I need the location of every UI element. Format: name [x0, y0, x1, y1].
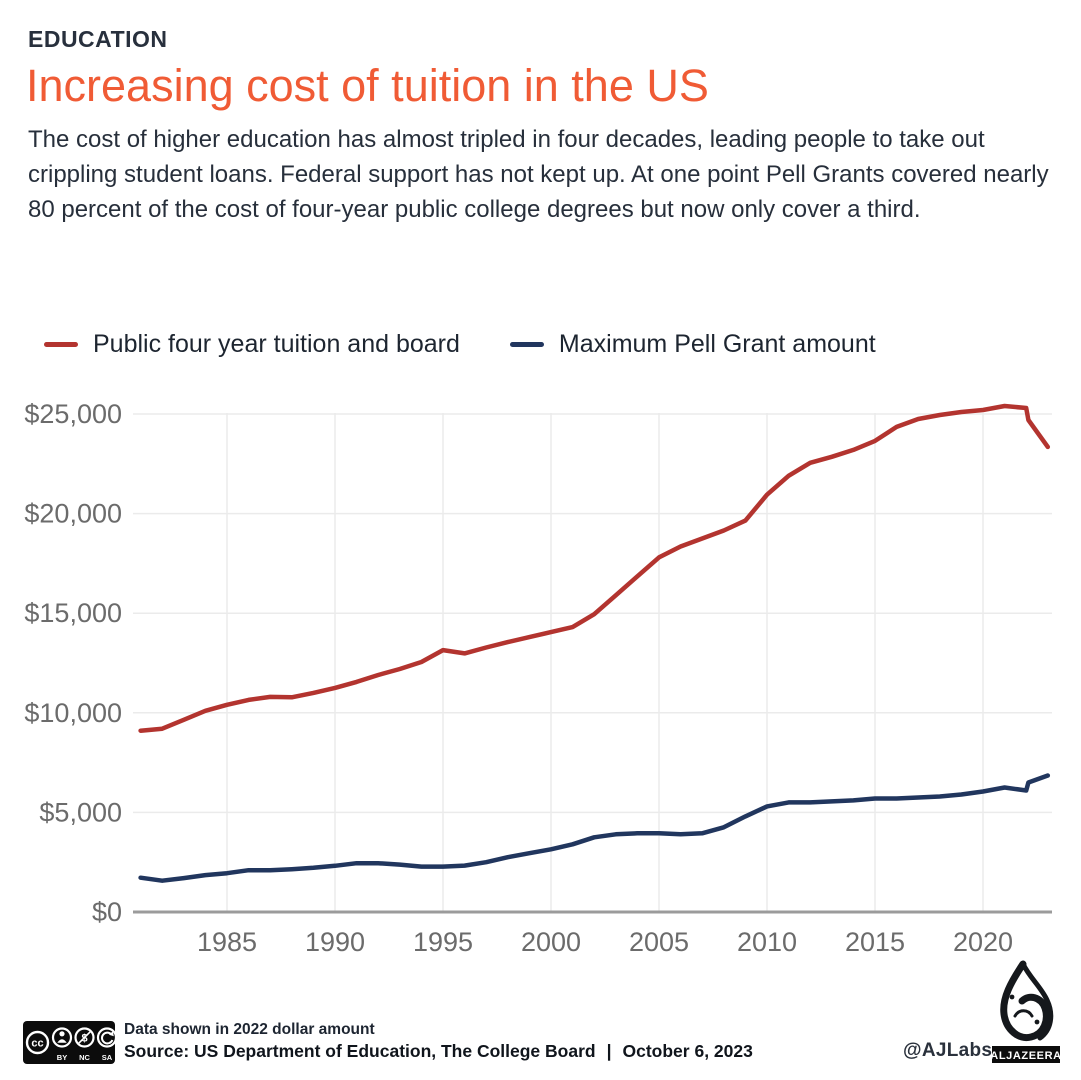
section-kicker: EDUCATION [28, 26, 168, 52]
x-axis-label: 2010 [737, 927, 797, 957]
x-axis-label: 1995 [413, 927, 473, 957]
aljazeera-wordmark-box [992, 1046, 1060, 1063]
y-axis-label: $15,000 [24, 598, 122, 628]
tuition-line-swatch [44, 342, 78, 347]
y-axis-label: $20,000 [24, 499, 122, 529]
publish-date: October 6, 2023 [622, 1041, 753, 1061]
svg-text:SA: SA [102, 1053, 113, 1062]
page-title: Increasing cost of tuition in the US [26, 60, 709, 111]
y-axis-label: $25,000 [24, 399, 122, 429]
pell-legend-label: Maximum Pell Grant amount [558, 330, 876, 358]
aljazeera-logo: ALJAZEERA [990, 960, 1061, 1063]
svg-text:NC: NC [79, 1053, 90, 1062]
x-axis-label: 2020 [953, 927, 1013, 957]
nc-icon [74, 1027, 95, 1048]
x-axis-label: 2000 [521, 927, 581, 957]
x-axis-label: 1985 [197, 927, 257, 957]
tuition-series-line [138, 403, 1051, 733]
pell-grant-series-line [138, 773, 1051, 883]
by-icon [51, 1027, 73, 1048]
chart-legend: Public four year tuition and board Maxim… [44, 330, 1044, 359]
cc-icon [25, 1030, 50, 1055]
aljazeera-flame-icon [1000, 960, 1054, 1042]
y-axis-label: $10,000 [24, 698, 122, 728]
source-line: Source: US Department of Education, The … [124, 1041, 753, 1062]
x-axis-label: 1990 [305, 927, 365, 957]
sa-icon [96, 1027, 115, 1048]
data-note: Data shown in 2022 dollar amount [124, 1021, 375, 1038]
y-axis-label: $0 [92, 897, 122, 927]
x-axis-label: 2005 [629, 927, 689, 957]
legend-item-tuition: Public four year tuition and board [44, 330, 460, 359]
y-axis-label: $5,000 [39, 797, 122, 827]
source-text: Source: US Department of Education, The … [124, 1041, 596, 1061]
pell-line-swatch [509, 342, 544, 347]
svg-text:cc: cc [31, 1038, 43, 1050]
source-separator: | [606, 1041, 612, 1061]
aljazeera-wordmark: ALJAZEERA [990, 1050, 1061, 1062]
intro-paragraph: The cost of higher education has almost … [28, 126, 1049, 223]
x-axis-label: 2015 [845, 927, 905, 957]
tuition-legend-label: Public four year tuition and board [93, 330, 460, 358]
creative-commons-badge: cc $ BY NC SA [23, 1021, 115, 1064]
ajlabs-credit: @AJLabs [903, 1040, 993, 1061]
svg-text:BY: BY [57, 1053, 67, 1062]
legend-item-pell: Maximum Pell Grant amount [509, 330, 876, 359]
